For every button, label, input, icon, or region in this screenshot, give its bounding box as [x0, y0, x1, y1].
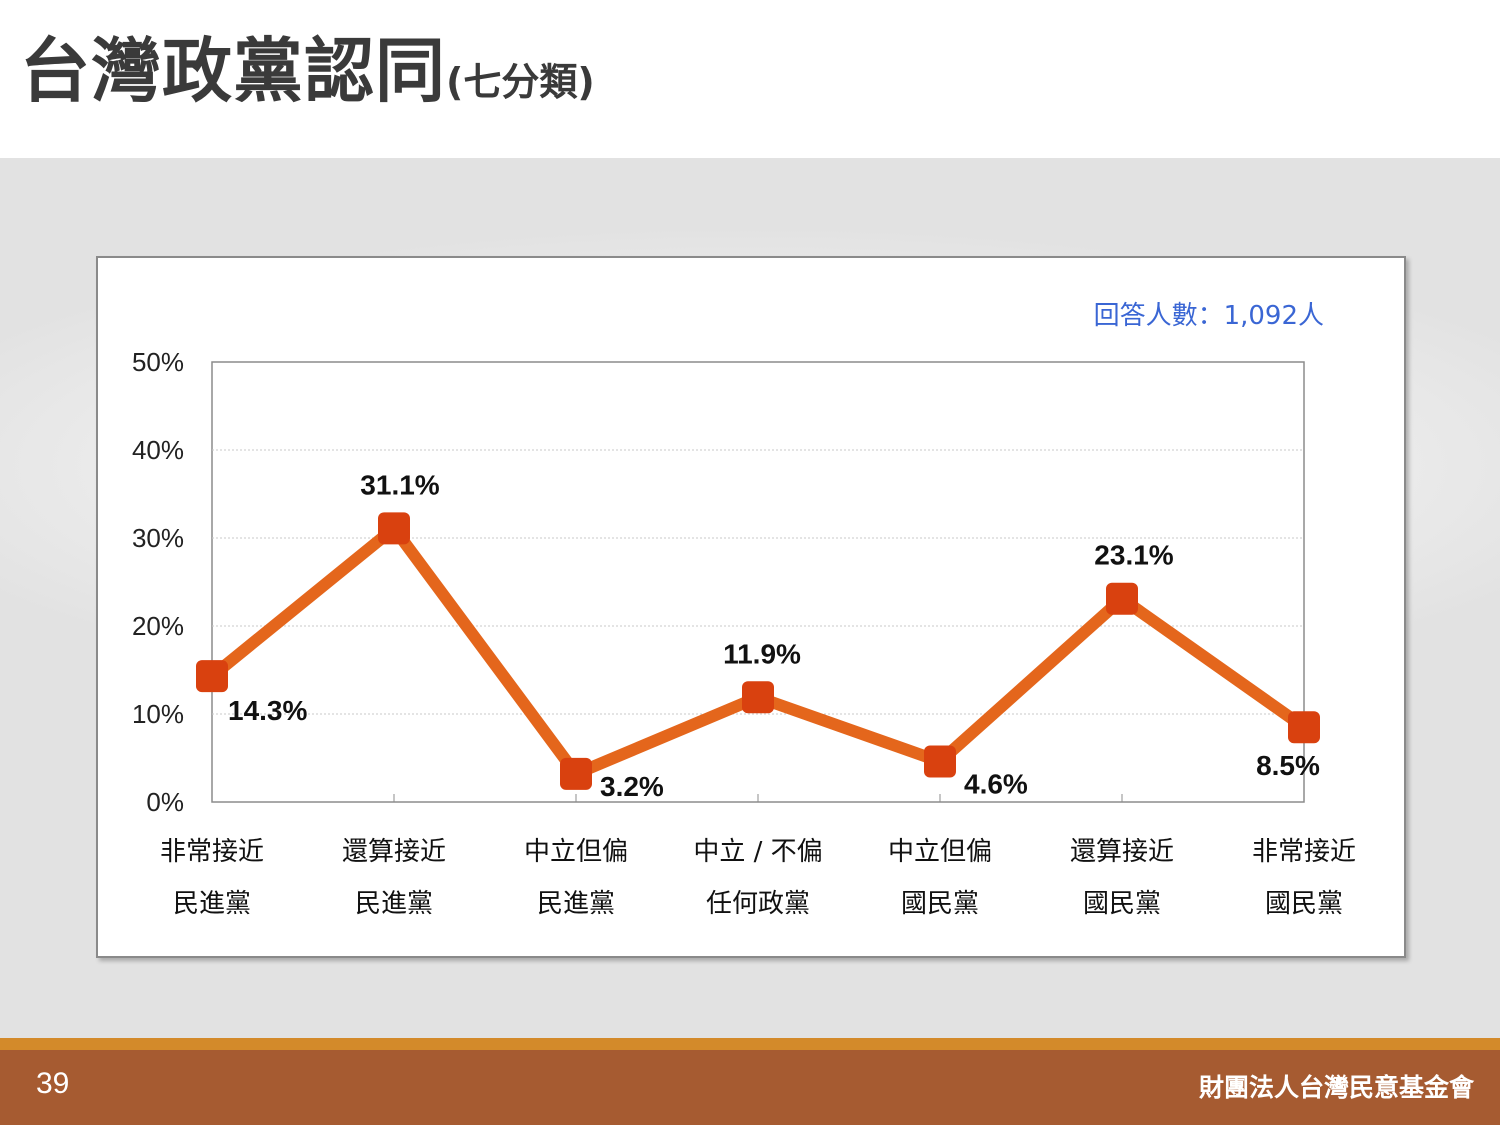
y-tick-label: 50% — [132, 347, 184, 377]
data-marker — [378, 512, 410, 545]
data-marker — [742, 681, 774, 714]
data-label: 3.2% — [600, 771, 664, 802]
data-marker — [196, 660, 228, 693]
x-tick-label: 非常接近 — [160, 837, 264, 867]
data-marker — [560, 757, 592, 790]
x-tick-label: 國民黨 — [901, 889, 979, 919]
data-marker — [924, 745, 956, 778]
data-label: 14.3% — [228, 695, 307, 726]
x-tick-label: 國民黨 — [1265, 889, 1343, 919]
data-label: 11.9% — [723, 638, 801, 669]
x-tick-label: 中立 / 不偏 — [693, 837, 822, 867]
y-tick-label: 0% — [146, 787, 184, 817]
slide-title: 台灣政黨認同(七分類) — [20, 36, 595, 106]
data-marker — [1288, 711, 1320, 744]
sample-size-note: 回答人數：1,092人 — [1094, 301, 1324, 331]
y-tick-label: 40% — [132, 435, 184, 465]
x-tick-label: 民進黨 — [173, 889, 251, 919]
data-label: 31.1% — [360, 469, 439, 500]
x-tick-label: 中立但偏 — [524, 837, 628, 867]
y-tick-label: 20% — [132, 611, 184, 641]
y-tick-label: 30% — [132, 523, 184, 553]
data-label: 4.6% — [964, 769, 1028, 800]
title-main: 台灣政黨認同 — [20, 30, 446, 112]
data-label: 8.5% — [1256, 750, 1320, 781]
x-tick-label: 國民黨 — [1083, 889, 1161, 919]
footer-bar — [0, 1050, 1500, 1125]
page-number: 39 — [36, 1067, 70, 1100]
x-tick-label: 民進黨 — [537, 889, 615, 919]
plot-area — [211, 361, 1305, 803]
footer-stripe — [0, 1038, 1500, 1050]
x-tick-label: 中立但偏 — [888, 837, 992, 867]
y-tick-label: 10% — [132, 699, 184, 729]
x-tick-label: 非常接近 — [1252, 837, 1356, 867]
x-tick-label: 民進黨 — [355, 889, 433, 919]
data-label: 23.1% — [1094, 540, 1173, 571]
organization-name: 財團法人台灣民意基金會 — [1198, 1073, 1474, 1102]
data-marker — [1106, 582, 1138, 615]
chart-frame: 回答人數：1,092人 0% 10% 20% 30% 40% 50% 非常接近民進黨 還算接近民… — [96, 256, 1406, 958]
x-tick-label: 還算接近 — [1070, 837, 1174, 867]
x-tick-label: 任何政黨 — [706, 889, 810, 919]
title-sub: (七分類) — [446, 60, 595, 104]
x-tick-label: 還算接近 — [342, 837, 446, 867]
